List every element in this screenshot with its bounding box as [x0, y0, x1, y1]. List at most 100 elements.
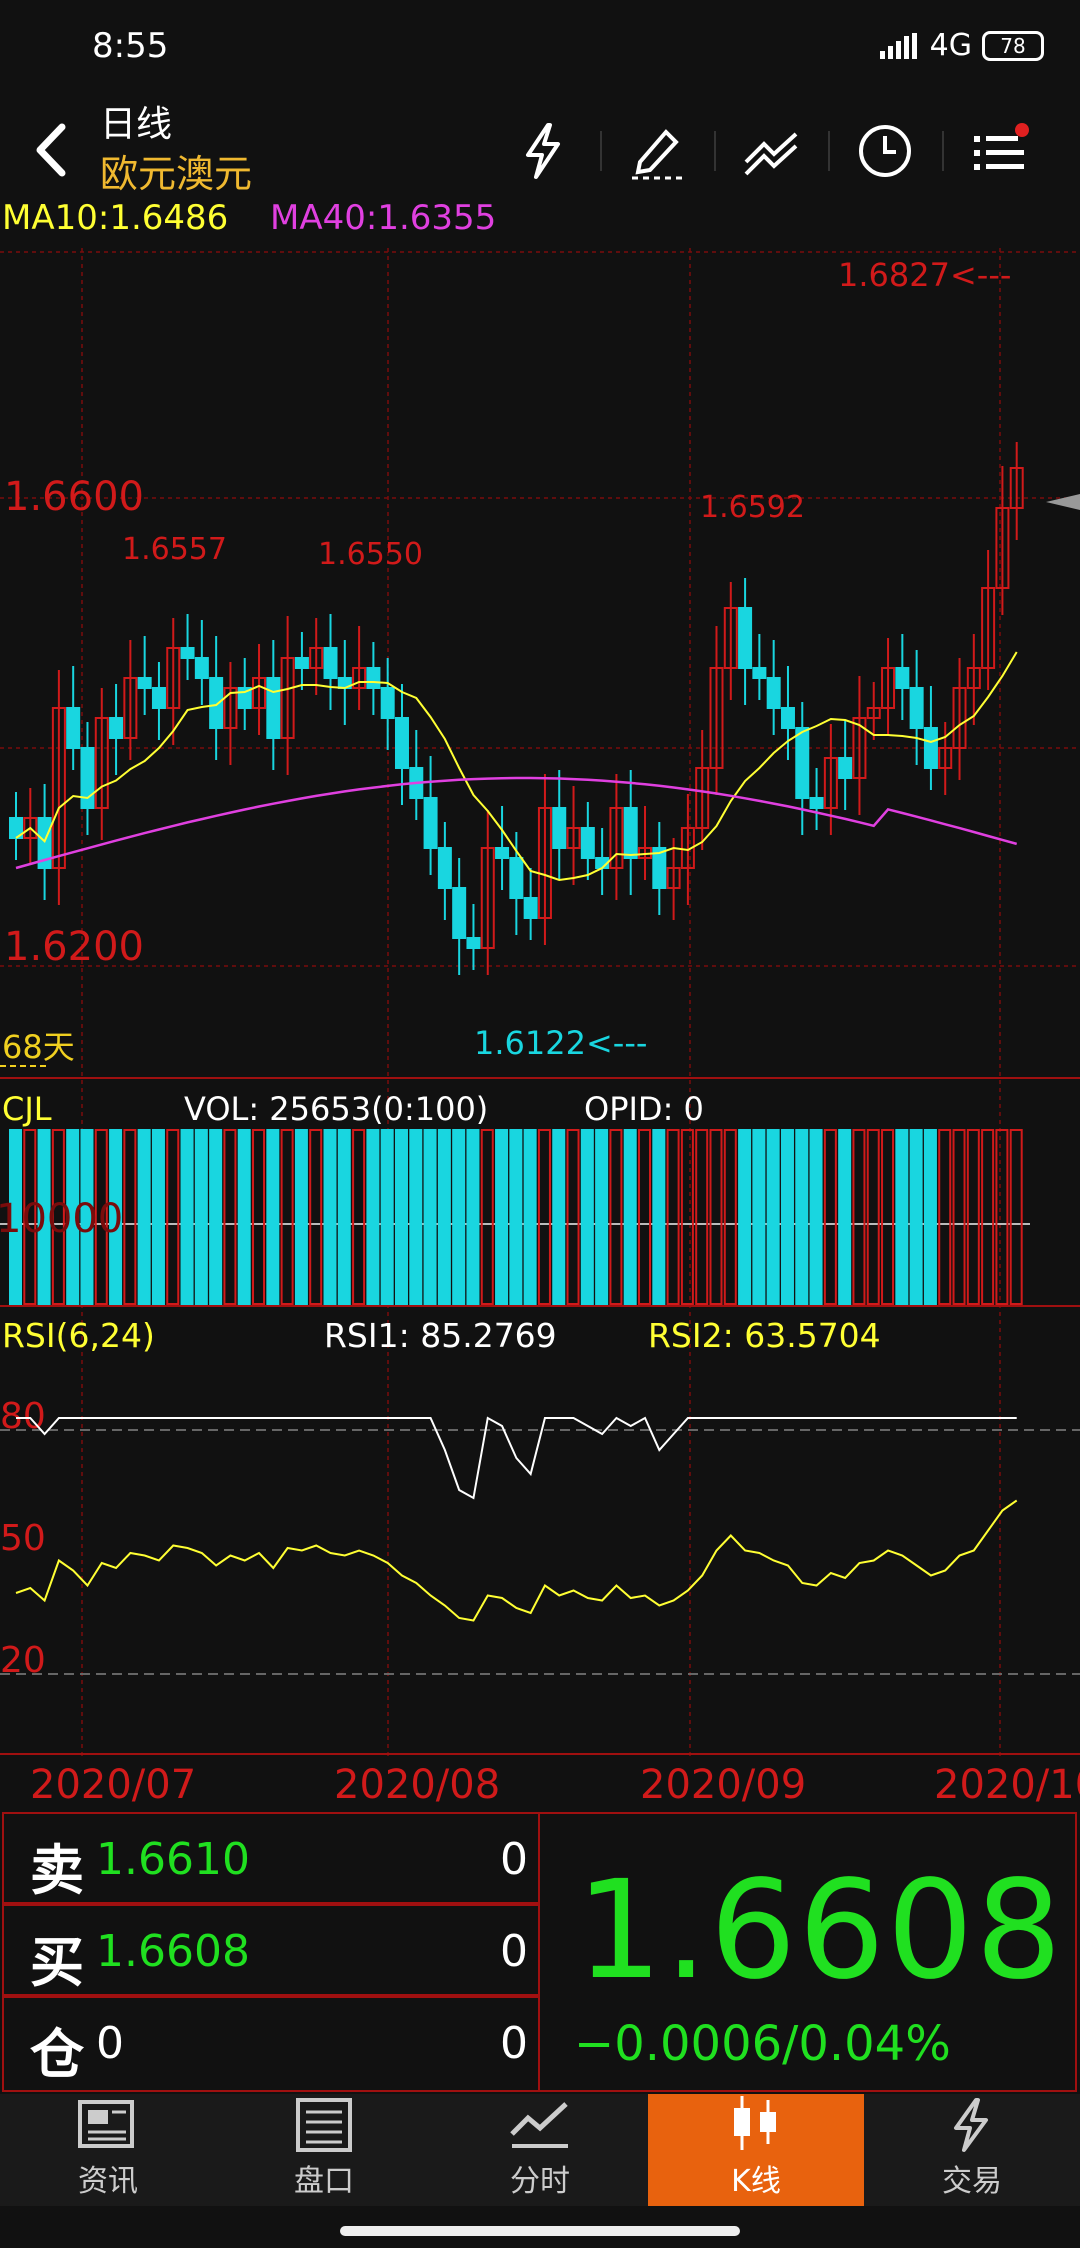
volume-bar: [123, 1129, 137, 1305]
tab-label: 分时: [510, 2164, 570, 2199]
candle: [766, 677, 781, 709]
volume-bar: [795, 1129, 809, 1305]
news-icon: [78, 2100, 134, 2148]
lightning-icon[interactable]: [486, 107, 600, 195]
candle: [109, 717, 124, 739]
candle: [609, 807, 624, 869]
candle: [223, 687, 238, 729]
tab-news[interactable]: 资讯: [0, 2094, 216, 2206]
candle: [566, 827, 581, 849]
candle: [209, 677, 224, 729]
volume-bar: [37, 1129, 51, 1305]
tab-timeshare[interactable]: 分时: [432, 2094, 648, 2206]
candle: [909, 687, 924, 729]
volume-bar: [995, 1129, 1009, 1305]
kline-chart[interactable]: 1.6600 1.6200 1.6827<--- 1.6122<--- 1.65…: [0, 248, 1080, 1808]
volume-bar: [466, 1129, 480, 1305]
candle: [580, 827, 595, 859]
tab-label: K线: [731, 2164, 781, 2199]
candle: [780, 707, 795, 729]
volume-bar: [938, 1129, 952, 1305]
volume-bar: [23, 1129, 37, 1305]
candle: [466, 937, 481, 949]
candle: [252, 677, 267, 709]
volume-bar: [923, 1129, 937, 1305]
back-arrow-icon[interactable]: [22, 115, 82, 185]
home-indicator[interactable]: [340, 2226, 740, 2236]
candle: [923, 727, 938, 769]
timeshare-icon: [510, 2102, 568, 2148]
last-price-box: 1.6608 −0.0006/0.04%: [540, 1812, 1077, 2092]
volume-bar: [981, 1129, 995, 1305]
candle: [738, 607, 753, 669]
volume-bar: [437, 1129, 451, 1305]
rsi2-value: RSI2: 63.5704: [648, 1316, 881, 1355]
tab-orderbook[interactable]: 盘口: [216, 2094, 432, 2206]
buy-row[interactable]: 买 1.6608 0: [2, 1904, 540, 1996]
rsi-level-20: 20: [0, 1640, 46, 1681]
volume-bar: [280, 1129, 294, 1305]
volume-bar: [352, 1129, 366, 1305]
volume-bar: [209, 1129, 223, 1305]
volume-bar: [838, 1129, 852, 1305]
candlestick-icon: [734, 2096, 776, 2150]
candle: [695, 767, 710, 829]
tab-kline[interactable]: K线: [648, 2094, 864, 2206]
date-label: 2020/10: [934, 1762, 1080, 1808]
quote-panel: 卖 1.6610 0 买 1.6608 0 仓 0 0 1.6608 −0.00…: [0, 1812, 1080, 2094]
volume-bar: [952, 1129, 966, 1305]
candle: [795, 727, 810, 799]
candle: [166, 647, 181, 709]
clock-icon[interactable]: [828, 107, 942, 195]
network-type: 4G: [929, 28, 972, 63]
candle: [366, 667, 381, 689]
volume-bar: [652, 1129, 666, 1305]
candle: [280, 657, 295, 739]
volume-bar: [823, 1129, 837, 1305]
candle: [881, 667, 896, 709]
status-bar: 8:55 4G 78: [0, 0, 1080, 95]
rsi1-line: [16, 1416, 1017, 1500]
date-label: 2020/07: [30, 1762, 197, 1808]
tab-label: 交易: [942, 2164, 1002, 2199]
volume-bar: [309, 1129, 323, 1305]
instrument-name[interactable]: 欧元澳元: [100, 152, 253, 196]
candle: [509, 857, 524, 899]
candle: [380, 687, 395, 719]
candle: [51, 707, 66, 869]
buy-price: 1.6608: [96, 1926, 250, 1977]
candle: [995, 507, 1010, 589]
volume-bar: [881, 1129, 895, 1305]
draw-pen-icon[interactable]: [600, 107, 714, 195]
ma10-line: [15, 651, 1018, 882]
volume-bar: [66, 1129, 80, 1305]
volume-bar: [266, 1129, 280, 1305]
volume-bar: [895, 1129, 909, 1305]
position-value: 0: [96, 2018, 124, 2069]
volume-bar: [852, 1129, 866, 1305]
candle: [709, 667, 724, 769]
candle: [309, 647, 324, 669]
volume-bar: [666, 1129, 680, 1305]
menu-list-icon[interactable]: [942, 107, 1056, 195]
volume-bar: [409, 1129, 423, 1305]
volume-bar: [537, 1129, 551, 1305]
sell-row[interactable]: 卖 1.6610 0: [2, 1812, 540, 1904]
volume-bar: [1009, 1129, 1023, 1305]
orderbook-icon: [296, 2098, 352, 2152]
volume-bar: [566, 1129, 580, 1305]
candle: [666, 867, 681, 889]
tab-trade[interactable]: 交易: [864, 2094, 1080, 2206]
date-label: 2020/09: [640, 1762, 807, 1808]
candle: [66, 707, 81, 749]
trade-icon: [954, 2098, 988, 2152]
annotation-low: 1.6122<---: [474, 1024, 647, 1062]
volume-bar: [294, 1129, 308, 1305]
candle: [266, 677, 281, 739]
volume-bar: [109, 1129, 123, 1305]
ma10-value: MA10:1.6486: [2, 198, 229, 238]
volume-bar: [809, 1129, 823, 1305]
trend-line-icon[interactable]: [714, 107, 828, 195]
status-time: 8:55: [92, 26, 169, 66]
candle: [895, 667, 910, 689]
